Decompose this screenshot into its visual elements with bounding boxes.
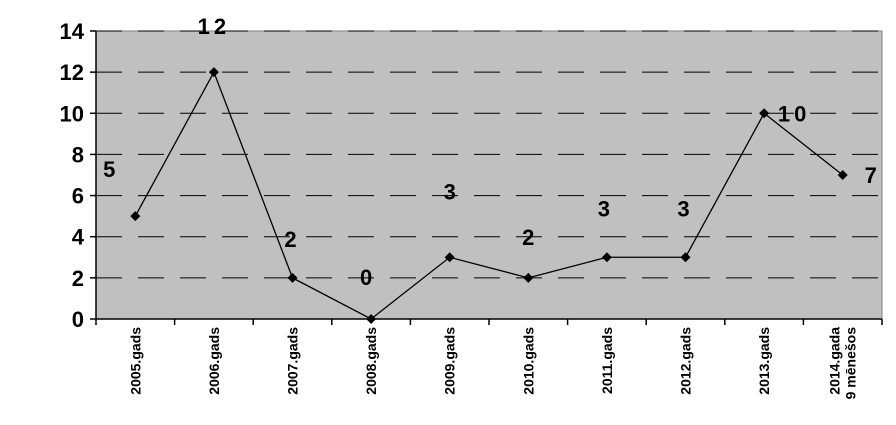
x-tick-label-group: 2014.gada9 mēnešos: [827, 327, 859, 400]
y-axis-ticks: 0 2 4 6 8 10 12 14: [60, 19, 96, 332]
x-tick-label: 2008.gads: [363, 327, 379, 395]
x-tick-label-group: 2008.gads: [363, 327, 379, 395]
data-label: 10: [778, 101, 810, 126]
x-tick-label: 2010.gads: [520, 327, 536, 395]
x-tick-label-group: 2009.gads: [442, 327, 458, 395]
data-point-marker: [287, 272, 298, 283]
x-tick-label-group: 2011.gads: [599, 327, 615, 394]
x-tick-label: 2011.gads: [599, 327, 615, 394]
gridlines: [96, 30, 882, 279]
x-tick-label-group: 2005.gads: [127, 327, 143, 395]
data-label: 12: [198, 14, 230, 39]
data-point-marker: [680, 252, 691, 263]
x-tick-label: 2007.gads: [285, 327, 301, 395]
y-tick-label: 14: [60, 19, 85, 44]
x-tick-label: 2009.gads: [442, 327, 458, 395]
x-tick-label-group: 2010.gads: [520, 327, 536, 395]
data-point-marker: [130, 211, 141, 222]
data-label: 3: [444, 179, 456, 204]
data-point-marker: [759, 108, 770, 119]
data-label: 0: [360, 265, 372, 290]
data-point-marker: [444, 252, 455, 263]
series-markers: [130, 67, 848, 324]
data-point-marker: [366, 314, 377, 324]
data-point-marker: [523, 272, 534, 283]
x-tick-label-line: 2014.gada: [827, 327, 843, 395]
x-axis-ticks: 2005.gads 2006.gads 2007.gads 2008.gads 2009…: [95, 319, 883, 400]
data-label: 5: [103, 157, 115, 182]
series-line: [134, 70, 844, 320]
x-tick-label: 2005.gads: [127, 327, 143, 395]
y-tick-label: 6: [72, 184, 84, 209]
data-point-marker: [208, 67, 219, 78]
y-tick-label: 4: [72, 225, 85, 250]
y-tick-label: 2: [72, 266, 84, 291]
x-tick-label-group: 2006.gads: [206, 327, 222, 395]
y-tick-label: 0: [72, 307, 84, 332]
y-tick-label: 12: [60, 60, 84, 85]
y-tick-label: 8: [72, 142, 84, 167]
x-tick-label-group: 2013.gads: [756, 327, 772, 395]
x-tick-label-group: 2012.gads: [678, 327, 694, 395]
data-label: 3: [598, 196, 610, 221]
data-label: 2: [284, 227, 296, 252]
y-tick-label: 10: [60, 101, 84, 126]
data-point-marker: [837, 170, 848, 180]
data-label: 2: [522, 225, 534, 250]
x-tick-label: 2013.gads: [756, 327, 772, 395]
plot-area: [95, 30, 883, 320]
x-tick-label: 2012.gads: [678, 327, 694, 395]
data-label: 3: [677, 196, 689, 221]
x-tick-label-line: 9 mēnešos: [843, 327, 859, 400]
data-point-marker: [601, 252, 612, 263]
x-tick-label: 2006.gads: [206, 327, 222, 395]
x-tick-label: 2014.gada9 mēnešos: [827, 327, 859, 400]
data-labels: 5 12 2 0 3 2 3 3 10 7: [103, 14, 877, 290]
x-tick-label-group: 2007.gads: [285, 327, 301, 395]
data-label: 7: [865, 163, 877, 188]
